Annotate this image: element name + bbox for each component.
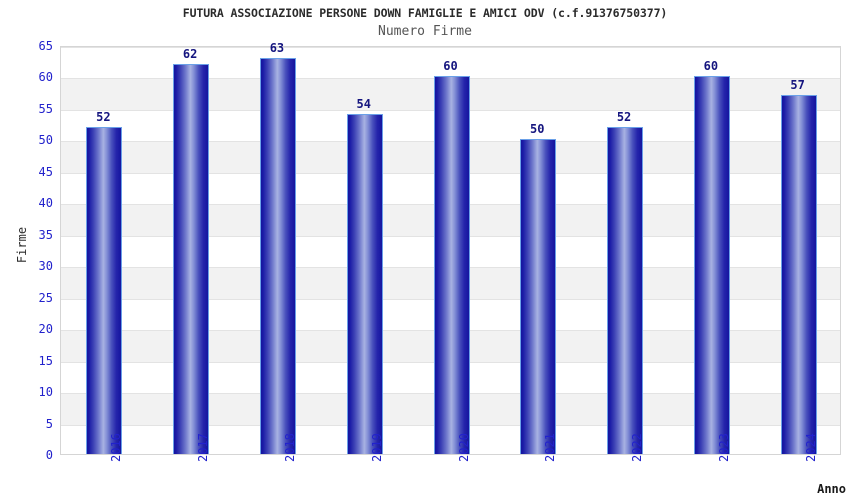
y-axis-ticks: 0 5 10 15 20 25 30 35 40 45 50 55 60 65	[0, 0, 53, 500]
x-tick-label: 2019	[369, 433, 384, 462]
y-tick-label: 40	[38, 196, 53, 211]
bar[interactable]	[693, 76, 730, 454]
bar[interactable]	[346, 114, 383, 454]
bar[interactable]	[173, 63, 210, 454]
y-tick-label: 15	[38, 353, 53, 368]
bar[interactable]	[259, 57, 296, 454]
y-tick-label: 55	[38, 101, 53, 116]
bar[interactable]	[86, 126, 123, 454]
x-tick-label: 2016	[109, 433, 124, 462]
bar-value-label: 54	[356, 97, 371, 112]
x-tick-label: 2021	[543, 433, 558, 462]
bar[interactable]	[607, 126, 644, 454]
bar-value-label: 60	[443, 59, 458, 74]
y-tick-label: 5	[45, 416, 53, 431]
y-tick-label: 35	[38, 227, 53, 242]
bar-value-label: 60	[703, 59, 719, 74]
bars-layer	[61, 47, 840, 454]
y-tick-label: 50	[38, 133, 53, 148]
y-tick-label: 10	[38, 385, 53, 400]
y-tick-label: 0	[45, 448, 53, 462]
x-tick-label: 2017	[196, 433, 211, 462]
y-tick-label: 65	[38, 39, 53, 53]
y-tick-label: 25	[38, 290, 53, 305]
bar-value-label: 52	[96, 109, 111, 124]
y-tick-label: 60	[38, 70, 53, 85]
bar-value-label: 63	[269, 40, 285, 55]
gridline	[61, 47, 840, 48]
bar-value-label: 50	[530, 122, 545, 137]
x-tick-label: 2020	[456, 433, 471, 462]
y-tick-label: 45	[38, 164, 53, 179]
bar[interactable]	[433, 76, 470, 454]
x-tick-label: 2022	[630, 433, 645, 462]
y-tick-label: 30	[38, 259, 53, 274]
x-tick-label: 2018	[282, 433, 297, 462]
chart-title: FUTURA ASSOCIAZIONE PERSONE DOWN FAMIGLI…	[182, 6, 668, 20]
bar[interactable]	[780, 95, 817, 454]
bar-value-label: 57	[790, 78, 805, 93]
plot-area	[60, 46, 841, 455]
chart-subtitle: Numero Firme	[378, 24, 472, 39]
x-tick-label: 2024	[803, 433, 818, 462]
bar[interactable]	[520, 139, 557, 454]
bar-value-label: 62	[182, 46, 198, 61]
x-axis-title: Anno	[817, 482, 846, 496]
y-axis-title: Firme	[15, 226, 29, 264]
bar-value-label: 52	[616, 109, 632, 124]
x-tick-label: 2023	[716, 433, 731, 462]
y-tick-label: 20	[38, 322, 53, 337]
